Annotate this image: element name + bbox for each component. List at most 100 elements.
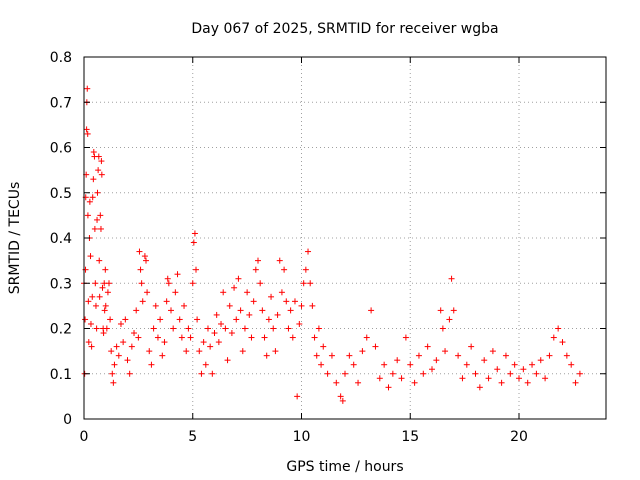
data-point [157,316,164,323]
data-point [289,334,296,341]
data-point [291,298,298,305]
data-point [411,379,418,386]
data-point [442,348,449,355]
data-point [83,126,90,133]
y-tick-label: 0.1 [50,367,72,383]
y-tick-label: 0.5 [50,186,72,202]
data-point [437,307,444,314]
data-point [313,352,320,359]
data-point [96,293,103,300]
data-point [274,311,281,318]
data-point [324,370,331,377]
data-point [278,289,285,296]
data-point [296,320,303,327]
data-point [191,230,198,237]
chart-title: Day 067 of 2025, SRMTID for receiver wgb… [191,21,498,37]
data-point [298,302,305,309]
data-point [368,307,375,314]
data-point [95,153,102,160]
data-point [455,352,462,359]
data-point [448,275,455,282]
data-point [110,379,117,386]
data-point [97,225,104,232]
data-point [89,194,96,201]
data-point [138,280,145,287]
data-point [131,330,138,337]
data-point [555,325,562,332]
data-point [276,257,283,264]
data-point [159,352,166,359]
data-point [92,302,99,309]
data-point [468,343,475,350]
data-point [126,370,133,377]
data-point [176,316,183,323]
data-point [117,320,124,327]
data-point [91,225,98,232]
data-point [307,280,314,287]
data-point [231,284,238,291]
data-point [572,379,579,386]
data-point [89,293,96,300]
data-point [235,275,242,282]
y-tick-label: 0.6 [50,141,72,157]
data-point [84,85,91,92]
data-point [194,316,201,323]
data-point [87,253,94,260]
data-point [99,284,106,291]
data-point [226,302,233,309]
data-point [250,298,257,305]
x-tick-label: 10 [293,429,311,445]
data-point [220,289,227,296]
data-point [576,370,583,377]
data-point [141,253,148,260]
grid-lines [84,57,606,419]
y-axis-label: SRMTID / TECUs [7,182,23,295]
data-point [170,325,177,332]
data-point [90,176,97,183]
data-point [103,325,110,332]
x-tick-label: 15 [401,429,419,445]
data-point [106,280,113,287]
data-point [283,298,290,305]
data-point [305,248,312,255]
data-point [433,357,440,364]
data-point [350,361,357,368]
data-point [339,397,346,404]
x-tick-label: 0 [80,429,89,445]
data-point [98,171,105,178]
data-point [88,343,95,350]
data-point [107,316,114,323]
data-point [363,334,370,341]
data-point [108,348,115,355]
data-point [550,334,557,341]
data-point [228,330,235,337]
data-point [342,370,348,377]
data-point [315,325,322,332]
data-point [187,334,194,341]
data-point [261,334,268,341]
data-point [494,366,501,373]
ticks: 0 5 10 15 20 0 0.1 0.2 0.3 0.4 0.5 0.6 0.7 0.8 [50,50,606,445]
data-point [102,266,109,273]
data-point [198,370,205,377]
data-point [285,325,292,332]
data-point [516,375,522,382]
data-point [82,266,89,273]
data-point [144,289,151,296]
data-point [90,149,97,156]
data-point [239,348,246,355]
data-point [311,334,318,341]
data-point [93,325,100,332]
data-point [94,189,101,196]
data-point [174,271,181,278]
data-point [122,316,129,323]
data-point [259,307,266,314]
data-point [84,130,91,137]
data-point [109,370,116,377]
data-point [139,298,146,305]
data-point [85,339,92,346]
data-point [165,280,172,287]
data-point [244,289,251,296]
data-point [135,334,142,341]
data-point [172,289,179,296]
